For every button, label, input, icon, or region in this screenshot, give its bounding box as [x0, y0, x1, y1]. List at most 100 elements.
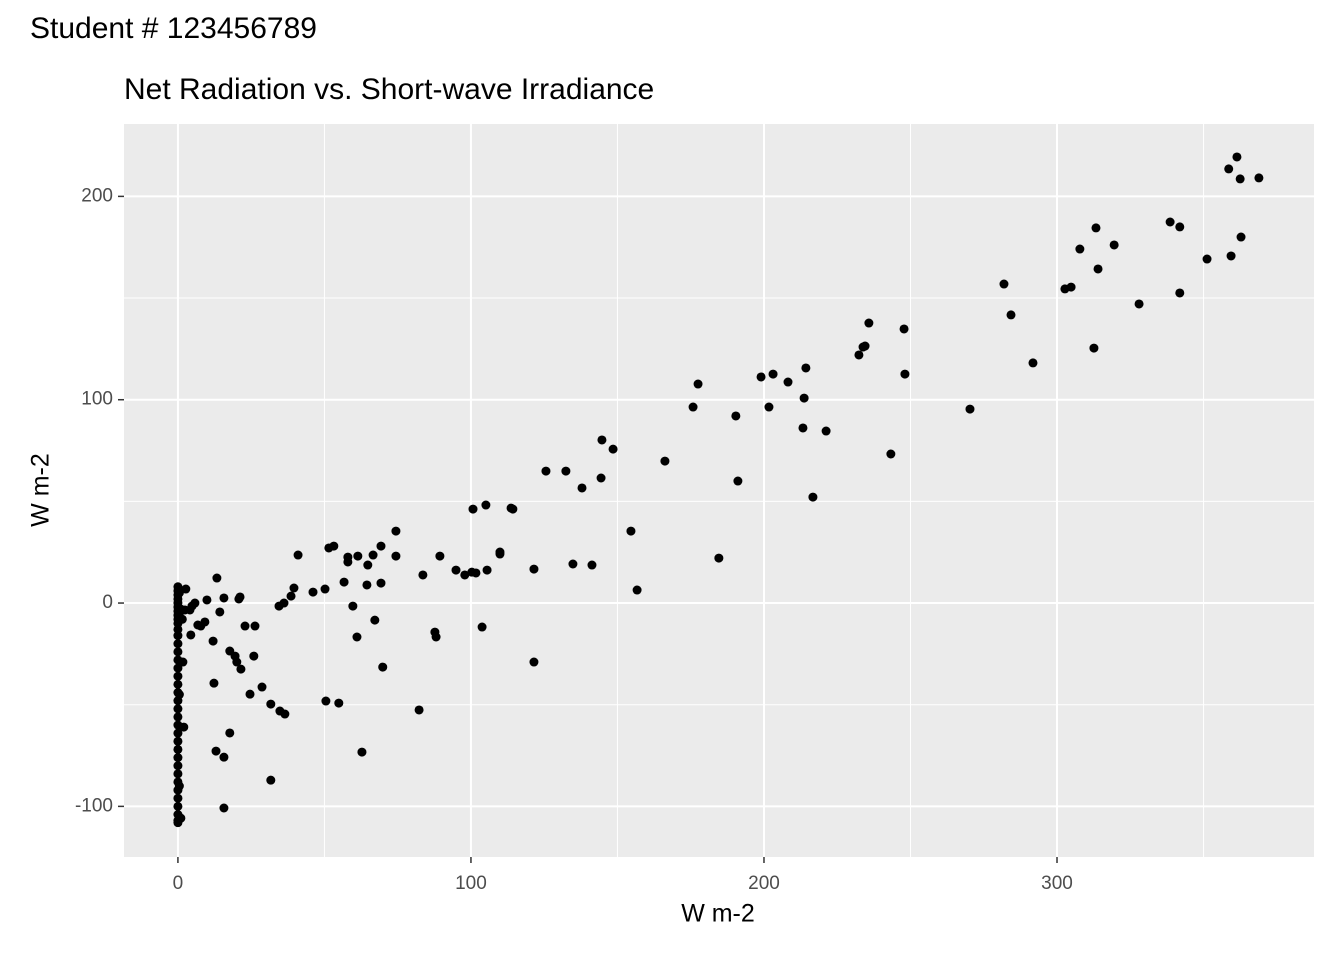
- point: [660, 456, 670, 466]
- point: [173, 818, 183, 828]
- point: [801, 363, 811, 373]
- point: [286, 591, 296, 601]
- point: [173, 793, 183, 803]
- point: [186, 630, 196, 640]
- point: [209, 678, 219, 688]
- point: [173, 663, 183, 673]
- point: [348, 601, 358, 611]
- point: [391, 551, 401, 561]
- point: [257, 682, 267, 692]
- point: [173, 655, 183, 665]
- point: [1089, 343, 1099, 353]
- point: [174, 690, 184, 700]
- point: [174, 781, 184, 791]
- x-tick-label: 300: [1041, 873, 1073, 894]
- point: [334, 698, 344, 708]
- point: [1254, 173, 1264, 183]
- point: [506, 503, 516, 513]
- point: [173, 728, 183, 738]
- point: [418, 570, 428, 580]
- point: [965, 404, 975, 414]
- point: [320, 584, 330, 594]
- point: [1175, 288, 1185, 298]
- point: [391, 526, 401, 536]
- point: [173, 671, 183, 681]
- point: [215, 607, 225, 617]
- point: [1006, 310, 1016, 320]
- point: [783, 377, 793, 387]
- point: [352, 632, 362, 642]
- point: [1175, 222, 1185, 232]
- point: [1224, 164, 1234, 174]
- point: [266, 699, 276, 709]
- point: [608, 444, 618, 454]
- point: [363, 560, 373, 570]
- chart-title: Net Radiation vs. Short-wave Irradiance: [124, 73, 654, 106]
- point: [173, 639, 183, 649]
- point: [821, 426, 831, 436]
- point: [999, 279, 1009, 289]
- point: [173, 769, 183, 779]
- point: [370, 615, 380, 625]
- point: [249, 651, 259, 661]
- point: [266, 775, 276, 785]
- x-axis-title: W m-2: [681, 900, 755, 928]
- x-tick-label: 0: [173, 873, 184, 894]
- point: [798, 423, 808, 433]
- point: [173, 736, 183, 746]
- point: [481, 500, 491, 510]
- point: [173, 720, 183, 730]
- point: [577, 483, 587, 493]
- point: [529, 657, 539, 667]
- point: [274, 601, 284, 611]
- point: [460, 570, 470, 580]
- point: [1091, 223, 1101, 233]
- point: [321, 696, 331, 706]
- point: [173, 744, 183, 754]
- point: [378, 662, 388, 672]
- point: [733, 476, 743, 486]
- point: [376, 578, 386, 588]
- point: [1232, 152, 1242, 162]
- point: [756, 372, 766, 382]
- point: [587, 560, 597, 570]
- point: [451, 565, 461, 575]
- point: [308, 587, 318, 597]
- point: [731, 411, 741, 421]
- point: [799, 393, 809, 403]
- point: [568, 559, 578, 569]
- point: [173, 712, 183, 722]
- point: [173, 704, 183, 714]
- point: [173, 761, 183, 771]
- point: [212, 573, 222, 583]
- point: [234, 594, 244, 604]
- point: [1060, 284, 1070, 294]
- point: [176, 604, 186, 614]
- point: [1109, 240, 1119, 250]
- point: [886, 449, 896, 459]
- point: [289, 583, 299, 593]
- point: [495, 547, 505, 557]
- point: [219, 803, 229, 813]
- point: [293, 550, 303, 560]
- point: [858, 342, 868, 352]
- point: [219, 752, 229, 762]
- point: [714, 553, 724, 563]
- point: [808, 492, 818, 502]
- point: [245, 689, 255, 699]
- point: [768, 369, 778, 379]
- point: [864, 318, 874, 328]
- point: [173, 753, 183, 763]
- point: [173, 679, 183, 689]
- point: [240, 621, 250, 631]
- point: [324, 543, 334, 553]
- point: [225, 646, 235, 656]
- point: [431, 632, 441, 642]
- point: [339, 577, 349, 587]
- point: [632, 585, 642, 595]
- point: [225, 728, 235, 738]
- point: [1093, 264, 1103, 274]
- point: [177, 614, 187, 624]
- point: [1235, 174, 1245, 184]
